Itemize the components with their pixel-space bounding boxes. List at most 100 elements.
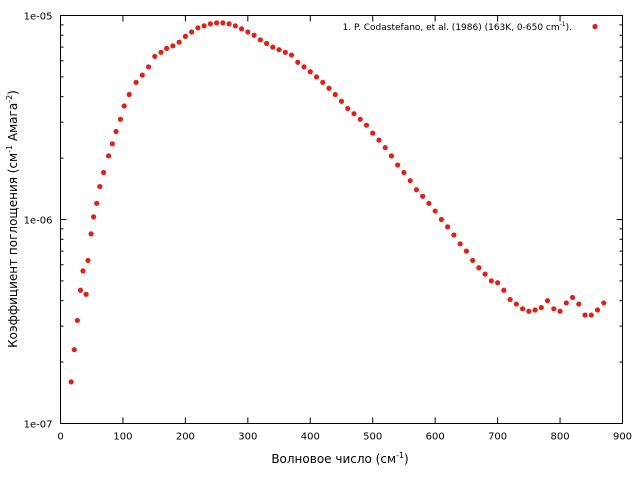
data-point — [276, 47, 282, 53]
data-point — [207, 21, 213, 27]
x-tick-label: 800 — [551, 432, 570, 443]
x-tick-label: 400 — [301, 432, 320, 443]
data-point — [338, 98, 345, 104]
data-point — [117, 116, 124, 122]
data-point — [563, 300, 569, 306]
data-point — [332, 91, 338, 98]
x-tick-label: 500 — [363, 432, 382, 443]
data-point — [182, 33, 188, 39]
data-point — [313, 74, 320, 80]
data-point — [357, 116, 363, 122]
data-point — [189, 29, 195, 35]
data-point — [245, 29, 251, 35]
data-point — [507, 296, 513, 303]
x-tick-label: 300 — [238, 432, 257, 443]
data-point — [582, 312, 588, 318]
data-point — [133, 79, 139, 85]
data-point — [432, 208, 438, 214]
data-point — [139, 72, 145, 78]
data-point — [97, 183, 103, 190]
data-point — [176, 39, 182, 45]
data-point — [88, 231, 94, 237]
y-tick-label: 1e-07 — [24, 420, 53, 431]
x-tick-label: 100 — [113, 432, 132, 443]
x-tick-label: 200 — [176, 432, 195, 443]
data-point — [594, 307, 601, 313]
data-point — [488, 278, 494, 284]
data-point — [121, 103, 127, 109]
data-point — [519, 306, 526, 312]
data-point — [513, 301, 519, 307]
axis-tick-labels: 0 100 200 300 400 500 600 700 800 900 1e-07 1e-06 1e… — [24, 12, 632, 443]
data-point — [370, 130, 376, 136]
data-point — [451, 232, 457, 238]
data-point — [164, 45, 170, 51]
data-point — [551, 306, 557, 312]
data-point — [113, 128, 119, 135]
data-point — [220, 20, 226, 26]
data-point — [301, 64, 307, 70]
data-point — [214, 20, 220, 26]
data-point — [395, 162, 401, 168]
data-point — [270, 44, 276, 50]
data-point — [482, 271, 488, 277]
data-series-points — [68, 20, 607, 385]
data-point — [413, 187, 420, 193]
data-point — [407, 178, 413, 184]
data-point — [601, 300, 607, 306]
x-tick-label: 900 — [613, 432, 632, 443]
data-point — [320, 79, 326, 85]
data-point — [263, 40, 270, 46]
data-point — [100, 169, 107, 176]
data-point — [463, 248, 469, 254]
data-point — [345, 105, 351, 112]
data-point — [532, 307, 538, 313]
legend-marker — [592, 23, 598, 30]
plot-frame — [60, 15, 623, 424]
data-point — [77, 287, 84, 293]
data-point — [426, 200, 432, 206]
data-point — [295, 59, 301, 65]
data-point — [326, 85, 332, 91]
data-point — [501, 287, 507, 293]
data-point — [68, 379, 74, 385]
data-point — [83, 291, 89, 297]
data-point — [251, 32, 257, 38]
x-tick-label: 0 — [57, 432, 63, 443]
data-point — [288, 52, 295, 58]
data-point — [495, 280, 501, 286]
data-point — [588, 312, 594, 318]
data-point — [257, 37, 263, 43]
data-point — [363, 122, 370, 128]
data-point — [74, 317, 80, 324]
data-point — [105, 153, 112, 159]
data-point — [382, 145, 388, 151]
data-point — [351, 111, 357, 117]
data-point — [238, 26, 245, 32]
data-point — [158, 49, 164, 55]
data-point — [226, 21, 232, 27]
legend: 1. P. Codastefano, et al. (1986) (163K, … — [343, 21, 598, 33]
data-point — [282, 49, 288, 55]
data-point — [80, 268, 86, 274]
data-point — [476, 265, 482, 271]
x-tick-label: 700 — [488, 432, 507, 443]
data-point — [376, 137, 382, 143]
y-tick-label: 1e-06 — [24, 216, 53, 227]
data-point — [420, 193, 426, 199]
data-point — [109, 141, 115, 147]
data-point — [201, 23, 207, 29]
data-point — [145, 64, 152, 70]
data-point — [90, 214, 97, 220]
data-point — [526, 308, 532, 314]
data-point — [85, 257, 91, 264]
data-point — [388, 153, 395, 159]
data-point — [195, 25, 201, 31]
data-point — [126, 91, 132, 98]
data-point — [170, 43, 176, 49]
data-point — [445, 224, 451, 230]
data-point — [457, 241, 463, 247]
x-tick-label: 600 — [426, 432, 445, 443]
legend-label: 1. P. Codastefano, et al. (1986) (163K, … — [343, 21, 572, 33]
